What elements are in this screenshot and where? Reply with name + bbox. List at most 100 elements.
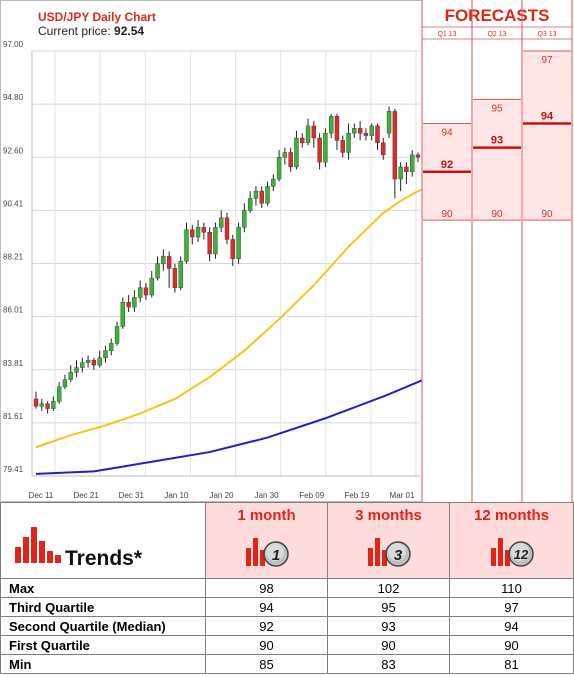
candle-body xyxy=(282,152,288,158)
candle-body xyxy=(328,116,334,134)
candle-body xyxy=(195,227,201,238)
cell-value: 92 xyxy=(205,616,328,636)
candle-body xyxy=(80,362,85,368)
cell-value: 93 xyxy=(327,616,450,636)
trends-table: Trends* 1 month 1 3 months xyxy=(0,502,574,677)
forecast-quarter-label: Q3 13 xyxy=(537,31,556,38)
y-tick-label: 81.61 xyxy=(3,412,24,421)
candle-body xyxy=(276,157,282,180)
trend-column-12-months: 12 months 12 xyxy=(449,502,574,579)
x-tick-label: Feb 09 xyxy=(299,491,324,500)
forecast-quarter-label: Q1 13 xyxy=(437,31,456,38)
candle-body xyxy=(247,198,253,211)
row-label: Min xyxy=(0,654,206,674)
candle-body xyxy=(109,343,114,351)
trend-column-title: 1 month xyxy=(237,507,296,524)
y-tick-label: 88.21 xyxy=(3,253,24,262)
candle-body xyxy=(85,360,91,363)
candle-body xyxy=(259,190,264,204)
candle-body xyxy=(45,403,50,409)
cell-value: 102 xyxy=(327,578,450,598)
trend-column-1-month: 1 month 1 xyxy=(205,502,328,579)
table-row: Second Quartile (Median) 92 93 94 xyxy=(0,616,574,636)
x-tick-label: Dec 11 xyxy=(29,491,54,500)
candle-body xyxy=(190,229,195,238)
candle-body xyxy=(172,268,178,288)
candle-body xyxy=(33,398,39,407)
candle-body xyxy=(62,379,68,388)
candle-body xyxy=(357,128,363,134)
candle-body xyxy=(404,166,409,173)
y-tick-label: 92.60 xyxy=(3,146,24,155)
current-price: Current price: 92.54 xyxy=(38,24,144,38)
trends-label: Trends* xyxy=(65,547,143,570)
cell-value: 110 xyxy=(449,578,574,598)
trend-badge: 1 xyxy=(271,547,279,564)
cell-value: 83 xyxy=(327,654,450,674)
x-tick-label: Jan 30 xyxy=(255,491,280,500)
cell-value: 94 xyxy=(205,597,328,617)
moving-average-yellow xyxy=(35,187,425,449)
candle-body xyxy=(74,367,79,373)
chart-title: USD/JPY Daily Chart xyxy=(38,10,156,24)
bar-chart-icon: 3 xyxy=(367,538,411,567)
cell-value: 95 xyxy=(327,597,450,617)
candle-body xyxy=(352,128,357,134)
candle-body xyxy=(415,154,421,158)
cell-value: 90 xyxy=(327,635,450,655)
forecast-low-label: 90 xyxy=(491,209,503,220)
candle-body xyxy=(213,227,218,255)
forecast-median-label: 94 xyxy=(541,110,554,122)
forecast-low-label: 90 xyxy=(541,209,553,220)
moving-average-blue xyxy=(35,378,425,475)
x-tick-label: Jan 10 xyxy=(164,491,189,500)
candle-body xyxy=(91,360,97,366)
cell-value: 81 xyxy=(449,654,574,674)
candle-body xyxy=(137,287,143,298)
row-label: First Quartile xyxy=(0,635,206,655)
trend-column-title: 12 months xyxy=(473,507,549,524)
candle-body xyxy=(132,297,137,308)
candle-body xyxy=(166,256,172,269)
x-tick-label: Dec 21 xyxy=(73,491,99,500)
candle-body xyxy=(317,137,322,163)
current-price-label: Current price: xyxy=(38,24,111,38)
candle-body xyxy=(56,386,62,402)
candle-body xyxy=(305,125,311,144)
candle-body xyxy=(265,186,270,204)
candle-body xyxy=(149,277,154,296)
candle-body xyxy=(224,217,230,240)
forecast-high-label: 94 xyxy=(441,127,453,138)
candle-body xyxy=(381,142,386,156)
table-row: Max 98 102 110 xyxy=(0,578,574,598)
x-tick-label: Mar 01 xyxy=(390,491,415,500)
candle-body xyxy=(253,190,259,199)
candle-body xyxy=(161,256,166,264)
candle-body xyxy=(68,372,73,380)
candle-body xyxy=(97,357,102,366)
cell-value: 97 xyxy=(449,597,574,617)
forecast-low-label: 90 xyxy=(441,209,453,220)
bar-chart-icon: 12 xyxy=(490,538,534,567)
forecast-median-label: 93 xyxy=(491,135,503,147)
candle-body xyxy=(410,154,415,173)
x-tick-label: Dec 31 xyxy=(119,491,145,500)
candle-body xyxy=(201,227,207,233)
current-price-value: 92.54 xyxy=(114,24,145,38)
table-row: Third Quartile 94 95 97 xyxy=(0,597,574,617)
forecast-median-label: 92 xyxy=(441,159,453,171)
forecast-quarter-label: Q2 13 xyxy=(487,31,506,38)
candle-body xyxy=(340,140,345,153)
candle-body xyxy=(242,210,247,228)
candle-body xyxy=(184,229,189,262)
cell-value: 94 xyxy=(449,616,574,636)
cell-value: 98 xyxy=(205,578,328,598)
trend-badge: 3 xyxy=(393,547,402,564)
forecast-range-box xyxy=(473,99,521,221)
chart-area: 97.00 94.80 92.60 90.41 88.21 86.01 83.81 81.61… xyxy=(0,0,573,502)
trends-header-cell: Trends* xyxy=(0,502,206,579)
trend-badge: 12 xyxy=(513,547,528,562)
candle-body xyxy=(178,261,183,288)
candle-body xyxy=(346,132,351,153)
cell-value: 90 xyxy=(449,635,574,655)
